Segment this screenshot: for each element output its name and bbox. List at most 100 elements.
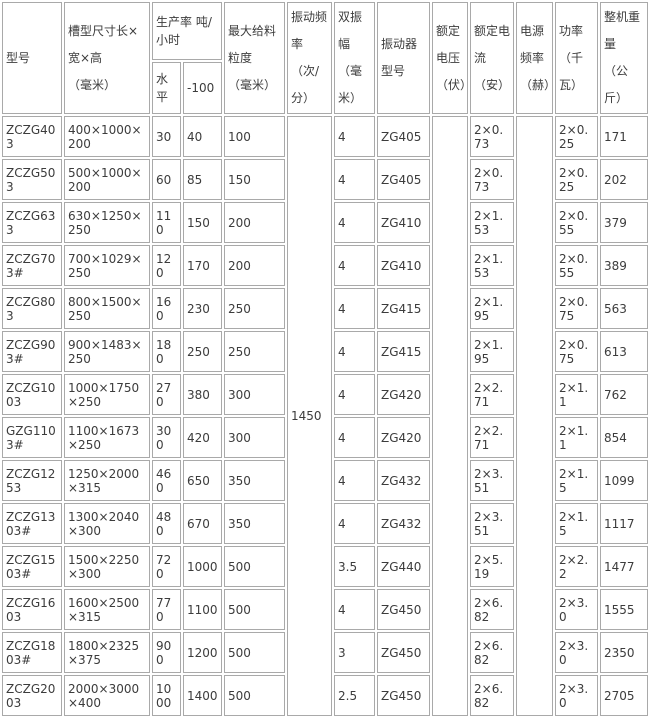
power-cell: 2×0.75 [555,331,599,372]
header-machine-weight: 整机重量 （公斤） [600,2,649,114]
rate-horizontal-cell: 60 [152,159,181,200]
rate-minus100-cell: 1400 [183,675,223,716]
header-rated-voltage: 额定电压（伏） [432,2,469,114]
rated-current-cell: 2×0.73 [470,159,515,200]
table-row: ZCZG1603 1600×2500×315 770 1100 500 4 ZG… [2,589,649,630]
model-cell: ZCZG903# [2,331,62,372]
rated-current-cell: 2×0.73 [470,116,515,157]
table-row: ZCZG633 630×1250×250 110 150 200 4 ZG410… [2,202,649,243]
trough-size-cell: 1500×2250×300 [64,546,150,587]
vibrator-model-cell: ZG415 [377,331,431,372]
max-feed-size-cell: 500 [224,675,286,716]
rate-minus100-cell: 420 [183,417,223,458]
machine-weight-cell: 379 [600,202,649,243]
header-row-2: 水平 -100 [2,61,648,114]
machine-weight-cell: 613 [600,331,649,372]
machine-weight-cell: 2350 [600,632,649,673]
table-row: ZCZG703# 700×1029×250 120 170 200 4 ZG41… [2,245,649,286]
trough-size-cell: 500×1000×200 [64,159,150,200]
rate-horizontal-cell: 900 [152,632,181,673]
power-cell: 2×0.55 [555,245,599,286]
power-cell: 2×2.2 [555,546,599,587]
machine-weight-cell: 389 [600,245,649,286]
trough-size-cell: 1800×2325×375 [64,632,150,673]
rate-minus100-cell: 1000 [183,546,223,587]
model-cell: ZCZG503 [2,159,62,200]
max-feed-size-cell: 300 [224,374,286,415]
rate-horizontal-cell: 720 [152,546,181,587]
double-amplitude-cell: 4 [334,202,376,243]
power-cell: 2×1.5 [555,503,599,544]
table-row: ZCZG803 800×1500×250 160 230 250 4 ZG415… [2,288,649,329]
header-rate-horizontal: 水平 [152,61,181,114]
trough-size-cell: 630×1250×250 [64,202,150,243]
rate-horizontal-cell: 30 [152,116,181,157]
rate-minus100-cell: 170 [183,245,223,286]
rated-voltage-merged-cell [432,116,469,716]
vibrator-model-cell: ZG440 [377,546,431,587]
table-row: ZCZG1803# 1800×2325×375 900 1200 500 3 Z… [2,632,649,673]
max-feed-size-cell: 150 [224,159,286,200]
power-cell: 2×0.25 [555,116,599,157]
double-amplitude-cell: 4 [334,374,376,415]
trough-size-cell: 2000×3000×400 [64,675,150,716]
double-amplitude-cell: 4 [334,460,376,501]
machine-weight-cell: 762 [600,374,649,415]
max-feed-size-cell: 200 [224,202,286,243]
vibrator-model-cell: ZG405 [377,159,431,200]
table-row: ZCZG503 500×1000×200 60 85 150 4 ZG405 2… [2,159,649,200]
power-cell: 2×1.5 [555,460,599,501]
max-feed-size-cell: 250 [224,331,286,372]
model-cell: ZCZG1303# [2,503,62,544]
machine-weight-cell: 1555 [600,589,649,630]
model-cell: ZCZG633 [2,202,62,243]
table-row: ZCZG1003 1000×1750×250 270 380 300 4 ZG4… [2,374,649,415]
vibrator-model-cell: ZG410 [377,202,431,243]
model-cell: ZCZG1603 [2,589,62,630]
trough-size-cell: 800×1500×250 [64,288,150,329]
vibrator-model-cell: ZG420 [377,374,431,415]
machine-weight-cell: 171 [600,116,649,157]
rate-minus100-cell: 150 [183,202,223,243]
trough-size-cell: 1300×2040×300 [64,503,150,544]
rated-current-cell: 2×2.71 [470,374,515,415]
trough-size-cell: 1100×1673×250 [64,417,150,458]
header-row-1: 型号 槽型尺寸长×宽×高 （毫米） 生产率 吨/小时 最大给料粒度 （毫米） 振动频… [2,2,649,114]
power-cell: 2×0.55 [555,202,599,243]
model-cell: ZCZG2003 [2,675,62,716]
table-row: ZCZG1253 1250×2000×315 460 650 350 4 ZG4… [2,460,649,501]
max-feed-size-cell: 500 [224,589,286,630]
rate-minus100-cell: 650 [183,460,223,501]
machine-weight-cell: 1477 [600,546,649,587]
max-feed-size-cell: 250 [224,288,286,329]
power-cell: 2×3.0 [555,675,599,716]
rate-minus100-cell: 85 [183,159,223,200]
double-amplitude-cell: 2.5 [334,675,376,716]
vibrator-model-cell: ZG432 [377,460,431,501]
power-cell: 2×3.0 [555,589,599,630]
header-rate-minus100: -100 [183,61,223,114]
rate-horizontal-cell: 180 [152,331,181,372]
header-power: 功率 （千瓦） [555,2,599,114]
table-row: GZG1103# 1100×1673×250 300 420 300 4 ZG4… [2,417,649,458]
rated-current-cell: 2×5.19 [470,546,515,587]
rated-current-cell: 2×6.82 [470,589,515,630]
rated-current-cell: 2×2.71 [470,417,515,458]
vibrator-model-cell: ZG410 [377,245,431,286]
model-cell: ZCZG1803# [2,632,62,673]
header-vibration-frequency: 振动频率 （次/分） [287,2,333,114]
rated-current-cell: 2×1.95 [470,288,515,329]
model-cell: ZCZG1003 [2,374,62,415]
rated-current-cell: 2×1.53 [470,245,515,286]
model-cell: ZCZG803 [2,288,62,329]
vibrator-model-cell: ZG415 [377,288,431,329]
double-amplitude-cell: 4 [334,503,376,544]
model-cell: ZCZG703# [2,245,62,286]
rate-minus100-cell: 1100 [183,589,223,630]
vibrator-model-cell: ZG450 [377,675,431,716]
machine-weight-cell: 1117 [600,503,649,544]
header-vibrator-model: 振动器型号 [377,2,431,114]
rate-minus100-cell: 380 [183,374,223,415]
header-rated-current: 额定电流 （安） [470,2,515,114]
